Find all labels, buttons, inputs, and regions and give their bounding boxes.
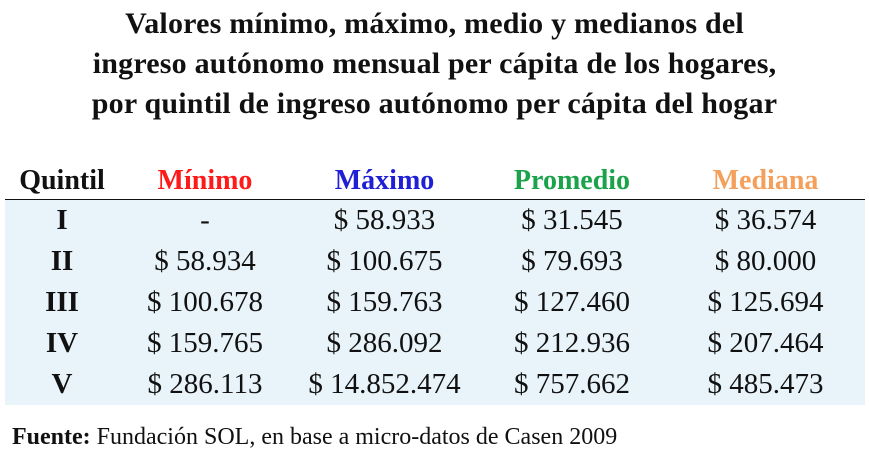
cell-minimo: $ 100.678 [147,286,263,318]
cell-mediana: $ 80.000 [714,245,817,277]
table-body: I - $ 58.933 $ 31.545 $ 36.574 II $ 58.934 $ 10… [5,200,865,405]
column-header-promedio: Promedio [513,164,631,196]
cell-mediana: $ 207.464 [707,327,824,359]
row-label: II [50,245,74,277]
column-header-quintil: Quintil [19,164,105,196]
cell-maximo: $ 159.763 [326,286,443,318]
column-header-maximo: Máximo [334,164,435,196]
cell-minimo: $ 58.934 [154,245,256,277]
cell-mediana: $ 485.473 [707,368,824,400]
table-row: III $ 100.678 $ 159.763 $ 127.460 $ 125.694 [5,282,865,323]
column-header-minimo: Mínimo [157,164,253,196]
source-label: Fuente: [12,424,91,450]
row-label: V [51,368,73,400]
data-table: Quintil Mínimo Máximo Promedio Mediana I… [5,162,865,405]
row-label: I [56,204,68,236]
cell-promedio: $ 79.693 [521,245,623,277]
cell-minimo: $ 286.113 [147,368,263,400]
table-row: II $ 58.934 $ 100.675 $ 79.693 $ 80.000 [5,241,865,282]
source-text: Fundación SOL, en base a micro-datos de … [90,424,618,450]
cell-promedio: $ 757.662 [514,368,630,400]
row-label: III [45,286,79,318]
row-label: IV [45,327,79,359]
cell-maximo: $ 286.092 [326,327,443,359]
cell-maximo: $ 14.852.474 [308,368,461,400]
column-header-mediana: Mediana [712,164,819,196]
cell-minimo: - [200,204,210,236]
cell-minimo: $ 159.765 [147,327,263,359]
table-header-row: Quintil Mínimo Máximo Promedio Mediana [5,162,865,200]
table-row: I - $ 58.933 $ 31.545 $ 36.574 [5,200,865,241]
table-row: IV $ 159.765 $ 286.092 $ 212.936 $ 207.464 [5,323,865,364]
cell-maximo: $ 100.675 [326,245,443,277]
cell-promedio: $ 127.460 [514,286,630,318]
cell-promedio: $ 212.936 [514,327,630,359]
cell-mediana: $ 36.574 [714,204,817,236]
source-note: Fuente: Fundación SOL, en base a micro-d… [12,424,617,451]
cell-maximo: $ 58.933 [333,204,436,236]
cell-mediana: $ 125.694 [707,286,824,318]
chart-title: Valores mínimo, máximo, medio y medianos… [91,7,778,120]
table-row: V $ 286.113 $ 14.852.474 $ 757.662 $ 485.473 [5,364,865,405]
cell-promedio: $ 31.545 [521,204,623,236]
